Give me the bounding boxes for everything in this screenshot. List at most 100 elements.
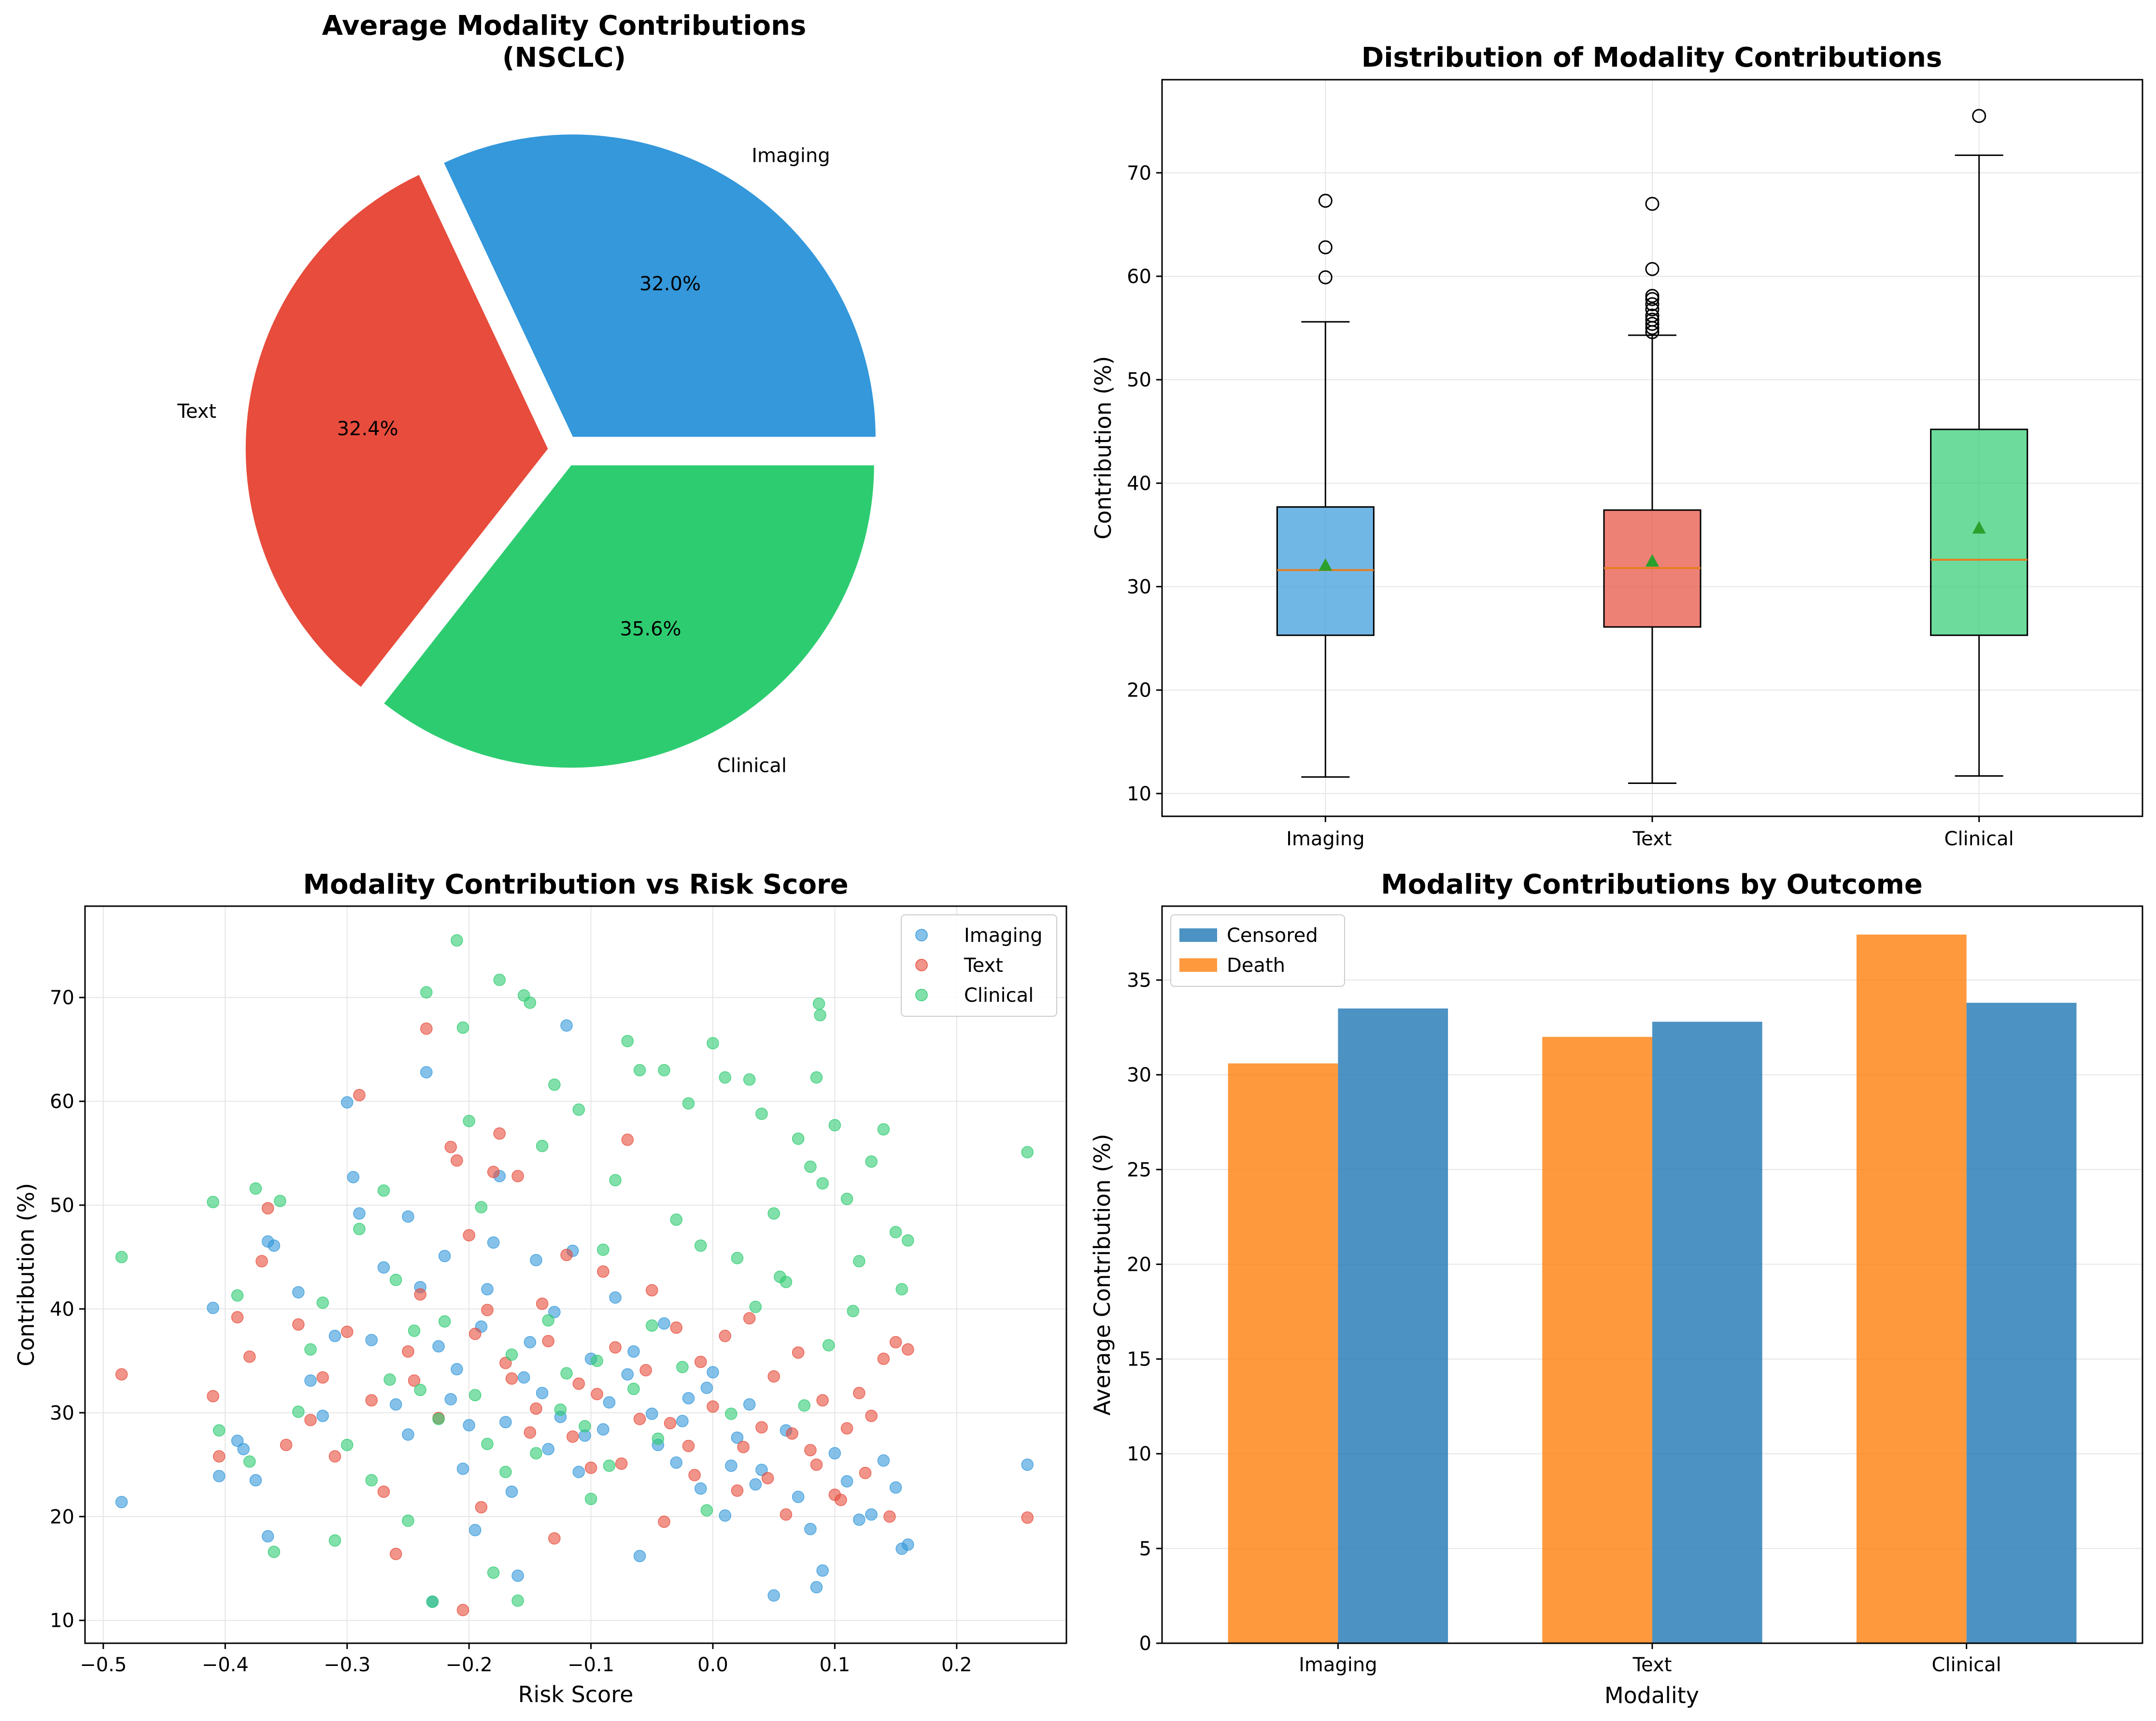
pie-label-text: Text	[177, 400, 216, 423]
scatter-point-clinical	[731, 1252, 744, 1265]
scatter-point-clinical	[853, 1255, 865, 1267]
scatter-point-text	[207, 1390, 219, 1403]
scatter-point-clinical	[383, 1373, 396, 1386]
scatter-point-clinical	[676, 1361, 689, 1374]
box-plot-title: Distribution of Modality Contributions	[1362, 42, 1943, 73]
scatter-point-imaging	[700, 1381, 713, 1394]
scatter-point-clinical	[389, 1273, 402, 1286]
scatter-point-imaging	[877, 1454, 890, 1467]
scatter-point-clinical	[725, 1408, 738, 1420]
scatter-point-text	[505, 1372, 518, 1385]
scatter-point-clinical	[584, 1493, 597, 1505]
scatter-point-text	[719, 1330, 731, 1342]
scatter-point-text	[304, 1414, 317, 1426]
bar-chart-y-tick-label: 0	[1139, 1633, 1151, 1655]
scatter-point-text	[414, 1288, 426, 1301]
scatter-point-imaging	[755, 1464, 768, 1476]
box-plot-x-tick-label-imaging: Imaging	[1286, 828, 1365, 850]
scatter-point-clinical	[268, 1546, 281, 1558]
scatter-point-imaging	[377, 1261, 390, 1274]
scatter-point-imaging	[542, 1443, 554, 1455]
scatter-point-clinical	[432, 1413, 445, 1425]
scatter-point-text	[255, 1255, 268, 1267]
scatter-point-clinical	[560, 1367, 573, 1380]
scatter-point-imaging	[560, 1019, 573, 1032]
scatter-point-text	[463, 1229, 475, 1242]
pie-pct-label-text: 32.4%	[337, 418, 398, 440]
bar-censored-text	[1652, 1022, 1762, 1643]
scatter-point-text	[548, 1532, 561, 1545]
scatter-plot-title: Modality Contribution vs Risk Score	[303, 869, 848, 900]
scatter-point-imaging	[237, 1443, 250, 1455]
scatter-point-clinical	[798, 1399, 811, 1412]
scatter-point-imaging	[328, 1330, 341, 1342]
scatter-plot-panel: Modality Contribution vs Risk Score −0.5…	[13, 869, 1067, 1707]
scatter-point-text	[340, 1325, 354, 1338]
box-outlier-point	[1645, 308, 1660, 323]
scatter-point-text	[353, 1089, 366, 1101]
box-clinical	[1930, 109, 2028, 777]
scatter-point-imaging	[261, 1530, 274, 1543]
scatter-point-text	[493, 1127, 506, 1140]
box-mean-marker	[1972, 521, 1986, 534]
scatter-point-clinical	[115, 1251, 128, 1264]
scatter-point-text	[456, 1604, 469, 1616]
scatter-point-text	[591, 1388, 603, 1400]
box-plot-y-tick-label: 40	[1127, 472, 1151, 495]
scatter-legend-marker-imaging	[915, 929, 928, 941]
scatter-point-imaging	[304, 1374, 317, 1387]
scatter-point-text	[859, 1466, 872, 1479]
bar-chart-y-tick-label: 10	[1127, 1443, 1151, 1465]
bar-chart-x-tick-label-clinical: Clinical	[1932, 1654, 2001, 1676]
scatter-point-text	[786, 1427, 798, 1440]
scatter-point-imaging	[840, 1475, 853, 1488]
scatter-point-text	[560, 1249, 573, 1261]
box-outlier-point	[1318, 194, 1333, 208]
scatter-point-imaging	[207, 1302, 219, 1314]
scatter-point-clinical	[456, 1021, 469, 1034]
scatter-point-imaging	[743, 1398, 756, 1411]
scatter-series-clinical	[115, 934, 1034, 1608]
scatter-point-clinical	[719, 1071, 731, 1084]
scatter-y-tick-label: 40	[50, 1298, 74, 1321]
scatter-point-clinical	[804, 1160, 817, 1173]
scatter-point-clinical	[1021, 1146, 1034, 1159]
scatter-legend-frame	[901, 914, 1057, 1017]
bar-death-imaging	[1228, 1063, 1338, 1643]
scatter-point-clinical	[694, 1239, 707, 1252]
scatter-series-text	[115, 1022, 1034, 1616]
scatter-point-clinical	[749, 1300, 762, 1313]
box-imaging	[1276, 194, 1375, 778]
scatter-point-clinical	[627, 1382, 640, 1395]
scatter-point-text	[487, 1166, 500, 1178]
scatter-point-imaging	[292, 1286, 305, 1299]
scatter-point-imaging	[389, 1398, 402, 1411]
scatter-point-imaging	[505, 1485, 518, 1498]
pie-slices	[243, 132, 878, 770]
bar-chart-y-tick-label: 15	[1127, 1349, 1151, 1371]
bar-chart-y-tick-label: 25	[1127, 1159, 1151, 1181]
box-text	[1603, 197, 1702, 784]
scatter-point-clinical	[548, 1078, 561, 1091]
scatter-y-tick-label: 30	[50, 1402, 74, 1424]
scatter-point-text	[621, 1133, 634, 1146]
scatter-point-clinical	[426, 1595, 439, 1608]
scatter-point-clinical	[877, 1123, 890, 1136]
scatter-point-clinical	[463, 1115, 475, 1127]
scatter-point-text	[639, 1364, 652, 1377]
box-outlier-point	[1645, 262, 1660, 276]
scatter-y-tick-label: 60	[50, 1091, 74, 1113]
box-outlier-point	[1318, 270, 1333, 284]
scatter-point-text	[231, 1311, 244, 1323]
pie-chart-title-line-1: Average Modality Contributions	[322, 10, 807, 42]
scatter-point-clinical	[353, 1223, 366, 1236]
scatter-point-imaging	[725, 1459, 738, 1472]
scatter-point-clinical	[895, 1283, 908, 1295]
scatter-point-text	[646, 1284, 658, 1296]
box-outlier-point	[1645, 292, 1660, 306]
bar-legend-swatch-censored	[1179, 928, 1217, 942]
scatter-point-clinical	[823, 1339, 835, 1351]
scatter-point-imaging	[627, 1345, 640, 1358]
scatter-point-clinical	[524, 996, 537, 1009]
